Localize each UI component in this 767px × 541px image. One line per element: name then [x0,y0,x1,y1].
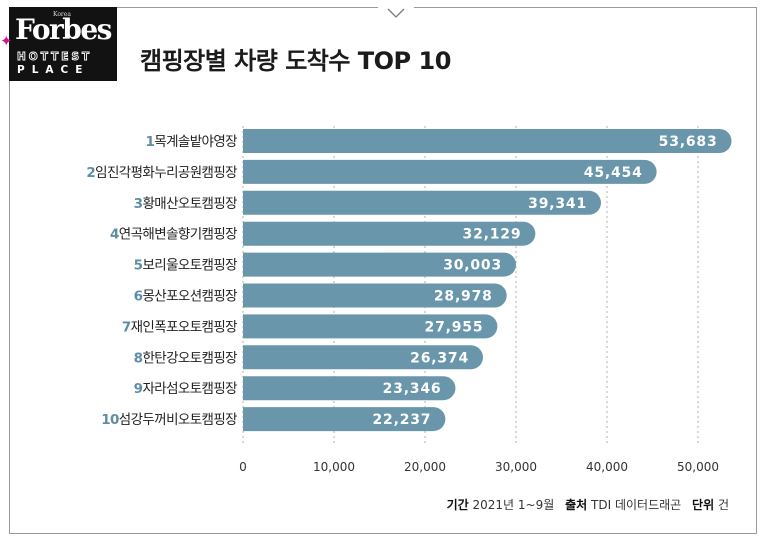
bar [243,376,456,401]
rank-number: 8 [134,350,143,366]
category-label: 9자라섬오토캠핑장 [134,381,238,397]
bar [243,345,484,370]
category-label: 8한탄강오토캠핑장 [134,350,238,366]
category-label: 5보리울오토캠핑장 [134,258,238,274]
category-name: 임진각평화누리공원캠핑장 [95,165,237,181]
bar [243,190,602,215]
rank-number: 10 [101,412,119,428]
bar [243,221,536,246]
x-tick-label: 30,000 [495,460,537,474]
x-tick-label: 20,000 [404,460,446,474]
unit-label: 단위 [692,498,715,512]
bar-value-label: 30,003 [443,258,502,274]
x-tick-label: 0 [239,460,247,474]
category-label: 10섬강두꺼비오토캠핑장 [101,412,237,428]
unit-value: 건 [717,498,729,512]
page-title: 캠핑장별 차량 도착수 TOP 10 [140,47,451,75]
bar [243,129,732,153]
category-name: 목계솔밭야영장 [154,134,237,150]
bar-value-label: 39,341 [528,196,587,212]
rank-number: 6 [134,289,143,305]
category-label: 7재인폭포오토캠핑장 [122,319,237,335]
category-name: 재인폭포오토캠핑장 [131,319,238,335]
bar [243,283,507,308]
x-tick-label: 40,000 [586,460,628,474]
bar-value-label: 27,955 [425,319,484,335]
x-tick-label: 50,000 [677,460,719,474]
chevron-down-icon [387,8,405,18]
bar-value-label: 28,978 [434,289,493,305]
forbes-logo: Korea Forbes HOTTEST PLACE [9,7,117,81]
category-name: 몽산포오션캠핑장 [142,289,237,305]
category-name: 자라섬오토캠핑장 [142,381,237,397]
bar-value-label: 22,237 [373,412,432,428]
category-name: 보리울오토캠핑장 [142,258,237,274]
source-value: TDI 데이터드래곤 [591,498,682,512]
bar-value-label: 53,683 [659,134,718,150]
bar [243,159,657,184]
rank-number: 5 [134,258,143,274]
category-label: 2임진각평화누리공원캠핑장 [86,165,237,181]
rank-number: 2 [86,165,95,181]
chart-footnote: 기간 2021년 1~9월 출처 TDI 데이터드래곤 단위 건 [447,496,729,513]
rank-number: 9 [134,381,143,397]
bar-value-label: 45,454 [584,165,643,181]
bar [243,314,498,339]
category-label: 4연곡해변솔향기캠핑장 [110,227,237,243]
category-label: 1목계솔밭야영장 [145,134,237,150]
rank-number: 4 [110,227,119,243]
bar [243,252,517,277]
source-label: 출처 [565,498,588,512]
star-icon: ✦ [0,32,13,50]
rank-number: 7 [122,319,131,335]
category-label: 6몽산포오션캠핑장 [134,289,238,305]
period-label: 기간 [446,498,469,512]
period-value: 2021년 1~9월 [472,498,555,512]
category-name: 연곡해변솔향기캠핑장 [119,227,237,243]
logo-korea-text: Korea [53,11,71,18]
bar-value-label: 23,346 [383,381,442,397]
logo-hottest-text: HOTTEST [17,51,93,64]
x-tick-label: 10,000 [313,460,355,474]
bar-value-label: 32,129 [463,227,522,243]
category-label: 3황매산오토캠핑장 [134,196,238,212]
logo-place-text: PLACE [17,64,90,76]
bar [243,407,446,432]
logo-brand-text: Forbes [15,13,112,46]
rank-number: 1 [145,134,154,150]
rank-number: 3 [134,196,143,212]
category-name: 섬강두꺼비오토캠핑장 [119,412,237,428]
frame-notch [378,7,414,27]
category-name: 황매산오토캠핑장 [142,196,237,212]
category-name: 한탄강오토캠핑장 [142,350,237,366]
bar-value-label: 26,374 [410,350,469,366]
